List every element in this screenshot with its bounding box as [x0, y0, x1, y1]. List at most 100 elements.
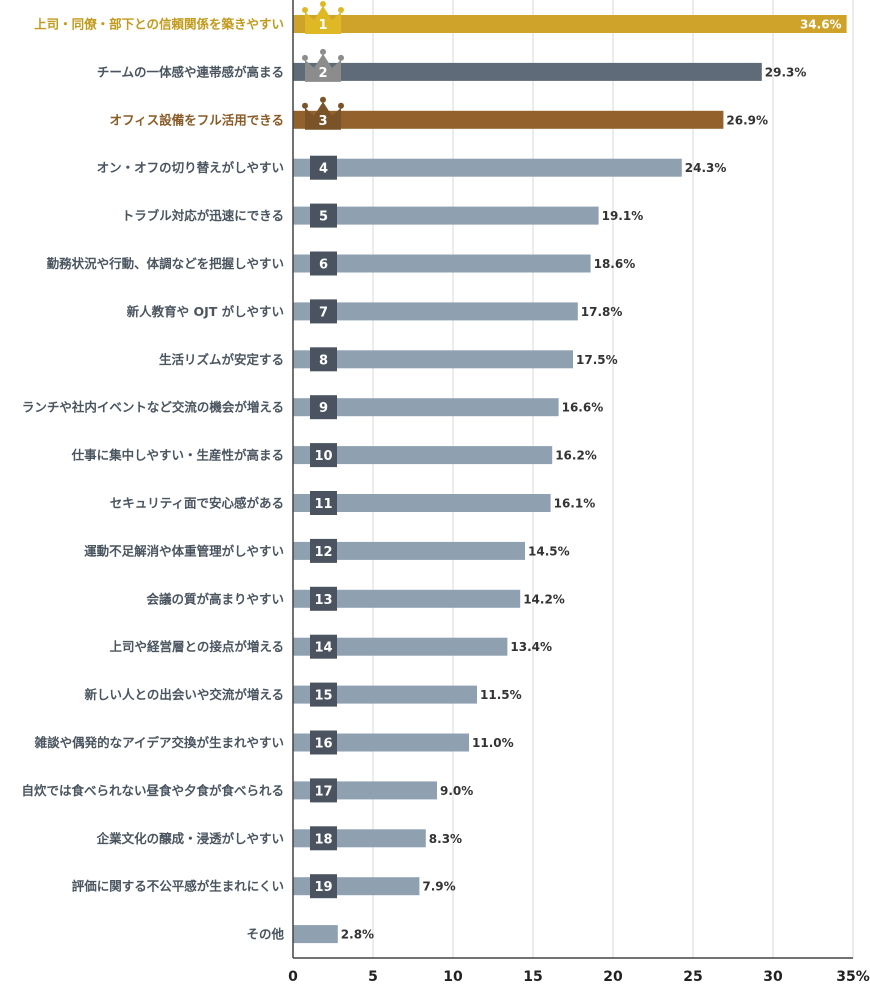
value-label: 14.2%	[523, 592, 565, 606]
bar	[293, 589, 521, 608]
bar	[293, 541, 525, 560]
value-label: 16.6%	[562, 401, 604, 415]
rank-badge	[310, 826, 337, 851]
bar	[293, 158, 682, 177]
rank-badge	[310, 634, 337, 659]
rank-badge-number: 19	[314, 880, 332, 895]
value-label: 13.4%	[510, 640, 552, 654]
crown-jewel	[338, 102, 344, 109]
bar	[293, 254, 591, 273]
crown-jewel	[320, 48, 326, 55]
bar	[293, 925, 338, 944]
x-tick-label: 5	[368, 969, 378, 985]
crown-jewel	[338, 7, 344, 13]
value-label: 19.1%	[602, 209, 644, 223]
rank-badge-number: 8	[319, 353, 328, 368]
value-label: 9.0%	[440, 784, 473, 798]
rank-badge	[310, 778, 337, 803]
value-label: 8.3%	[429, 832, 462, 846]
x-tick-label: 30	[763, 969, 783, 985]
bar	[293, 637, 508, 656]
crown-jewel	[302, 54, 308, 61]
crown-jewel	[338, 54, 344, 61]
rank-badge-number: 10	[314, 449, 332, 464]
x-tick-label: 25	[683, 969, 702, 985]
bar	[293, 398, 559, 417]
rank-badge-number: 4	[319, 162, 328, 177]
value-label: 29.3%	[765, 65, 807, 79]
category-label: 勤務状況や行動、体調などを把握しやすい	[47, 256, 284, 271]
rank-badge	[310, 682, 337, 707]
crown-jewel	[302, 7, 308, 13]
rank-badge	[310, 491, 337, 515]
category-label: オン・オフの切り替えがしやすい	[97, 160, 284, 175]
rank-badge	[310, 730, 337, 755]
bar	[293, 302, 578, 321]
rank-badge-number: 7	[319, 305, 328, 320]
rank-badge	[310, 874, 337, 899]
value-label: 7.9%	[422, 880, 455, 894]
category-label: 上司や経営層との接点が増える	[109, 639, 284, 654]
category-label: ランチや社内イベントなど交流の機会が増える	[22, 400, 284, 415]
rank-badge-number: 9	[319, 401, 328, 416]
rank-badge	[310, 395, 337, 420]
rank-badge-number: 12	[314, 545, 332, 560]
rank-badge-number: 5	[319, 210, 328, 225]
rank-badge	[310, 203, 337, 228]
rank-badge-number: 3	[318, 114, 327, 129]
value-label: 2.8%	[341, 928, 374, 942]
bar	[293, 110, 724, 129]
category-label: 企業文化の醸成・浸透がしやすい	[96, 831, 284, 846]
rank-badge	[310, 443, 337, 468]
crown-jewel	[302, 102, 308, 109]
value-label: 14.5%	[528, 544, 570, 558]
value-label: 11.5%	[480, 688, 522, 702]
bar	[293, 15, 847, 33]
crown-icon	[305, 53, 341, 82]
rank-badge-number: 18	[314, 832, 332, 847]
rank-badge-number: 14	[314, 641, 332, 656]
value-label: 17.5%	[576, 353, 618, 367]
rank-badge-number: 16	[314, 737, 332, 752]
value-label: 26.9%	[726, 113, 768, 127]
bar	[293, 206, 599, 225]
rank-badge	[310, 586, 337, 611]
rank-badge	[310, 299, 337, 324]
rank-badge-number: 1	[318, 18, 327, 33]
category-label: 雑談や偶発的なアイデア交換が生まれやすい	[34, 735, 284, 750]
category-label: チームの一体感や連帯感が高まる	[97, 64, 284, 79]
category-label: 仕事に集中しやすい・生産性が高まる	[71, 448, 284, 463]
rank-badge-number: 11	[314, 497, 332, 512]
x-tick-label: 10	[443, 969, 463, 985]
value-label: 16.2%	[555, 449, 597, 463]
category-label: その他	[246, 927, 284, 942]
crown-icon	[305, 101, 341, 130]
category-label: 運動不足解消や体重管理がしやすい	[84, 543, 284, 558]
x-tick-label: 0	[288, 969, 298, 985]
value-label: 18.6%	[594, 257, 636, 271]
rank-badge	[310, 538, 337, 563]
x-tick-label: 20	[603, 969, 623, 985]
bar	[293, 350, 573, 369]
category-label: 会議の質が高まりやすい	[146, 591, 284, 606]
bar	[293, 685, 477, 704]
category-label: 新人教育や OJT がしやすい	[127, 304, 284, 319]
category-label: トラブル対応が迅速にできる	[122, 208, 284, 223]
rank-badge	[310, 347, 337, 372]
rank-badge-number: 17	[314, 784, 332, 799]
value-label: 16.1%	[554, 497, 596, 511]
rank-badge-number: 6	[319, 258, 328, 273]
category-label: セキュリティ面で安心感がある	[110, 496, 284, 511]
category-label: 評価に関する不公平感が生まれにくい	[72, 879, 284, 894]
crown-icon	[305, 6, 341, 34]
bar	[293, 446, 553, 465]
rank-badge-number: 15	[314, 689, 332, 704]
crown-jewel	[320, 96, 326, 103]
bar	[293, 494, 551, 512]
rank-badge-number: 13	[314, 593, 332, 608]
x-tick-label: 15	[523, 969, 542, 985]
bar	[293, 62, 762, 81]
value-label: 17.8%	[581, 305, 623, 319]
rank-badge	[310, 251, 337, 276]
